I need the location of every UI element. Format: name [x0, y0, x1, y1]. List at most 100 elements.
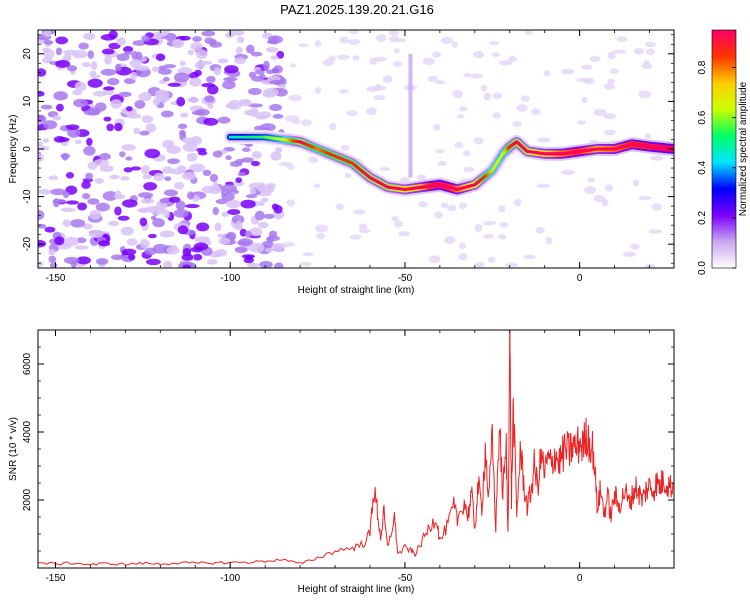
noise-blob	[482, 220, 497, 226]
noise-blob	[139, 238, 150, 249]
noise-blob	[353, 209, 366, 215]
ridge-point	[237, 135, 241, 139]
noise-blob	[352, 55, 360, 61]
noise-blob	[64, 236, 79, 247]
noise-blob	[265, 69, 276, 75]
noise-blob	[446, 204, 457, 212]
noise-blob	[349, 234, 362, 240]
noise-blob	[391, 216, 399, 222]
noise-blob	[202, 169, 212, 177]
noise-blob	[505, 262, 518, 268]
noise-blob	[48, 175, 59, 181]
noise-blob	[545, 236, 553, 245]
noise-blob	[142, 174, 153, 180]
noise-blob	[150, 215, 157, 220]
noise-blob	[265, 46, 279, 53]
noise-blob	[86, 137, 93, 146]
noise-blob	[185, 204, 200, 209]
noise-blob	[300, 119, 312, 127]
noise-blob	[603, 82, 615, 90]
noise-blob	[531, 108, 541, 116]
noise-blob	[38, 189, 52, 195]
y-tick-label: 10	[22, 95, 33, 107]
noise-blob	[143, 182, 158, 191]
noise-blob	[152, 218, 165, 228]
noise-blob	[225, 32, 235, 39]
noise-blob	[83, 32, 96, 41]
noise-blob	[374, 83, 382, 92]
noise-blob	[328, 55, 336, 62]
noise-blob	[480, 84, 488, 92]
noise-blob	[125, 106, 133, 112]
noise-blob	[297, 43, 309, 48]
noise-blob	[458, 253, 468, 261]
noise-blob	[160, 110, 174, 118]
noise-blob	[440, 36, 454, 44]
noise-blob	[248, 103, 264, 108]
noise-blob	[269, 79, 284, 85]
noise-blob	[48, 255, 57, 264]
noise-blob	[38, 209, 45, 220]
noise-blob	[244, 109, 258, 116]
noise-blob	[52, 198, 67, 204]
noise-blob	[85, 172, 94, 180]
noise-blob	[437, 161, 448, 167]
noise-blob	[38, 261, 44, 267]
noise-blob	[55, 36, 69, 45]
noise-blob	[74, 245, 89, 250]
x-tick-label: -50	[398, 573, 413, 584]
noise-blob	[473, 51, 485, 59]
x-tick-label: -150	[45, 573, 65, 584]
noise-blob	[382, 75, 393, 84]
noise-blob	[227, 209, 241, 216]
noise-blob	[73, 98, 89, 108]
noise-blob	[512, 121, 522, 128]
noise-blob	[274, 262, 284, 268]
noise-blob	[456, 114, 465, 119]
noise-blob	[212, 181, 219, 192]
noise-blob	[245, 255, 253, 261]
noise-blob	[141, 35, 150, 42]
noise-blob	[616, 36, 628, 42]
noise-blob	[65, 200, 79, 205]
noise-blob	[155, 53, 166, 62]
noise-blob	[348, 30, 359, 35]
noise-blob	[231, 214, 245, 225]
noise-blob	[581, 96, 588, 103]
noise-blob	[234, 246, 248, 254]
y-tick-label: -20	[22, 237, 33, 252]
noise-blob	[261, 197, 269, 203]
noise-blob	[491, 52, 500, 58]
noise-blob	[223, 76, 238, 82]
noise-blob	[463, 166, 475, 173]
noise-blob	[212, 150, 223, 158]
snr-x-axis-label: Height of straight line (km)	[298, 584, 415, 595]
noise-blob	[70, 218, 86, 228]
noise-blob	[266, 236, 274, 244]
noise-blob	[148, 233, 157, 239]
noise-blob	[120, 176, 130, 181]
y-tick-label: 20	[22, 48, 33, 60]
noise-blob	[483, 234, 495, 239]
noise-blob	[263, 87, 279, 97]
noise-blob	[302, 252, 315, 257]
noise-blob	[38, 91, 45, 97]
noise-blob	[623, 251, 636, 257]
noise-blob	[346, 110, 358, 117]
x-tick-label: -100	[220, 273, 240, 284]
noise-blob	[130, 71, 138, 81]
noise-blob	[141, 115, 154, 124]
noise-blob	[139, 130, 150, 136]
noise-blob	[38, 141, 44, 147]
noise-blob	[165, 32, 177, 42]
noise-blob	[119, 151, 126, 158]
noise-blob	[82, 223, 93, 230]
noise-blob	[108, 30, 118, 40]
noise-blob	[610, 68, 619, 74]
noise-blob	[607, 78, 616, 84]
noise-blob	[358, 228, 371, 234]
noise-blob	[336, 54, 350, 60]
noise-blob	[176, 96, 186, 107]
